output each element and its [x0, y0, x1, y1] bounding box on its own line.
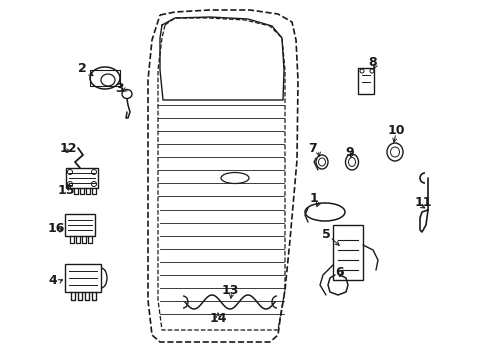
- Text: 3: 3: [115, 81, 123, 94]
- Text: 7: 7: [307, 141, 316, 154]
- Text: 5: 5: [321, 228, 330, 240]
- Text: 10: 10: [387, 123, 405, 136]
- Text: 8: 8: [367, 55, 376, 68]
- Text: 11: 11: [414, 195, 431, 208]
- Text: 9: 9: [345, 145, 353, 158]
- Text: 2: 2: [78, 62, 86, 75]
- Text: 16: 16: [48, 221, 65, 234]
- Text: 14: 14: [209, 311, 227, 324]
- Text: 1: 1: [309, 192, 318, 204]
- Text: 15: 15: [58, 184, 75, 197]
- Text: 12: 12: [60, 141, 77, 154]
- Text: 13: 13: [222, 284, 239, 297]
- Text: 4: 4: [48, 274, 57, 287]
- Text: 6: 6: [334, 266, 343, 279]
